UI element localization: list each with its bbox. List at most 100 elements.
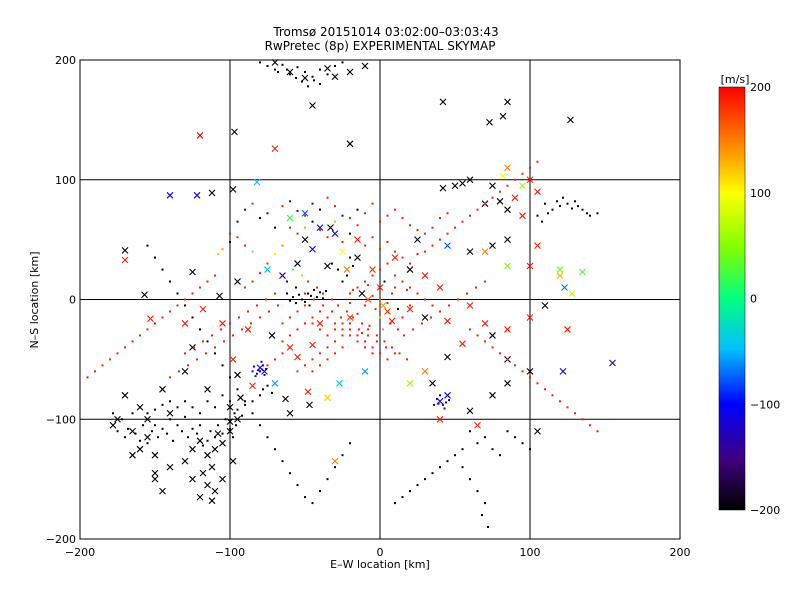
data-point-dot xyxy=(322,297,324,300)
x-tick-label: 100 xyxy=(520,546,541,559)
data-point-dot xyxy=(131,340,134,343)
data-point-cross xyxy=(316,224,324,232)
data-point-dot xyxy=(296,328,299,331)
data-point-dot xyxy=(319,364,321,367)
data-point-dot xyxy=(251,400,254,403)
data-point-cross xyxy=(444,317,451,325)
data-point-dot xyxy=(544,202,546,205)
data-point-cross xyxy=(444,353,451,361)
data-point-dot xyxy=(262,364,264,367)
data-point-dot xyxy=(196,432,198,435)
data-point-cross xyxy=(346,314,354,321)
data-point-dot xyxy=(346,274,348,277)
data-point-dot xyxy=(221,394,224,397)
data-point-dot xyxy=(301,80,303,83)
data-point-dot xyxy=(176,292,179,295)
data-point-cross xyxy=(489,391,496,399)
data-point-cross xyxy=(229,457,237,465)
data-point-cross xyxy=(496,197,504,205)
data-point-cross xyxy=(159,487,166,495)
data-point-cross xyxy=(208,189,216,197)
data-point-dot xyxy=(371,352,374,355)
data-point-cross xyxy=(361,62,369,70)
data-point-cross xyxy=(226,427,234,435)
data-point-cross xyxy=(114,415,121,423)
data-point-dot xyxy=(394,352,396,355)
data-point-cross xyxy=(499,172,507,180)
data-point-cross xyxy=(204,451,211,459)
data-point-dot xyxy=(352,288,354,291)
data-point-cross xyxy=(301,74,309,82)
data-point-dot xyxy=(223,340,225,343)
data-point-dot xyxy=(298,293,300,296)
data-point-dot xyxy=(349,217,351,220)
data-point-dot xyxy=(220,328,222,331)
data-point-dot xyxy=(541,220,543,223)
data-point-cross xyxy=(216,292,223,300)
data-point-dot xyxy=(206,340,209,343)
data-point-dot xyxy=(551,394,554,397)
data-point-cross xyxy=(489,242,496,250)
data-point-dot xyxy=(176,304,179,307)
data-point-dot xyxy=(274,68,276,71)
data-point-dot xyxy=(443,407,446,410)
data-point-cross xyxy=(294,353,301,361)
colorbar-tick-labels: 200 100 0 −100 −200 xyxy=(750,81,780,517)
data-point-cross xyxy=(504,326,511,333)
data-point-cross xyxy=(379,302,387,309)
data-point-dot xyxy=(394,208,396,211)
data-point-dot xyxy=(172,439,174,442)
data-point-cross xyxy=(354,236,361,244)
data-point-dot xyxy=(334,64,336,67)
data-point-dot xyxy=(431,472,434,475)
data-point-dot xyxy=(238,316,240,319)
data-point-dot xyxy=(184,304,186,307)
data-point-dot xyxy=(94,370,96,373)
data-point-dot xyxy=(431,226,434,229)
data-point-dot xyxy=(401,256,404,259)
data-point-cross xyxy=(304,388,312,396)
data-point-dot xyxy=(367,328,369,331)
data-point-cross xyxy=(504,98,511,106)
data-point-dot xyxy=(199,412,201,415)
data-point-dot xyxy=(341,241,344,244)
data-point-dot xyxy=(325,290,327,293)
data-point-dot xyxy=(454,454,456,457)
data-point-dot xyxy=(146,442,149,445)
data-point-dot xyxy=(364,304,366,307)
data-point-dot xyxy=(257,369,260,372)
data-point-cross xyxy=(451,182,459,190)
data-point-dot xyxy=(316,296,318,299)
data-point-dot xyxy=(235,424,237,427)
data-point-dot xyxy=(313,298,315,301)
y-tick-label: 200 xyxy=(55,54,76,67)
data-point-cross xyxy=(181,320,189,327)
data-point-dot xyxy=(409,286,411,289)
data-point-dot xyxy=(581,418,584,421)
data-point-dot xyxy=(514,364,516,367)
data-point-dot xyxy=(116,430,119,433)
data-point-dot xyxy=(187,364,189,367)
data-point-cross xyxy=(189,475,196,483)
data-point-dot xyxy=(367,334,369,337)
data-point-dot xyxy=(334,466,336,469)
data-point-dot xyxy=(364,280,366,283)
data-point-dot xyxy=(217,424,219,427)
data-point-dot xyxy=(229,322,231,325)
data-point-dot xyxy=(253,365,255,368)
data-point-cross xyxy=(271,145,279,153)
data-point-dot xyxy=(199,328,201,331)
data-point-dot xyxy=(551,208,554,211)
data-point-dot xyxy=(116,352,119,355)
data-point-dot xyxy=(491,346,494,349)
data-point-cross xyxy=(324,64,331,72)
data-point-dot xyxy=(326,358,329,361)
data-point-dot xyxy=(254,375,257,378)
data-point-cross xyxy=(231,128,238,136)
data-point-cross xyxy=(219,439,226,447)
data-point-dot xyxy=(286,280,288,283)
data-point-dot xyxy=(157,436,159,439)
data-point-cross xyxy=(421,272,429,279)
data-point-dot xyxy=(341,214,344,217)
data-point-dot xyxy=(256,304,258,307)
